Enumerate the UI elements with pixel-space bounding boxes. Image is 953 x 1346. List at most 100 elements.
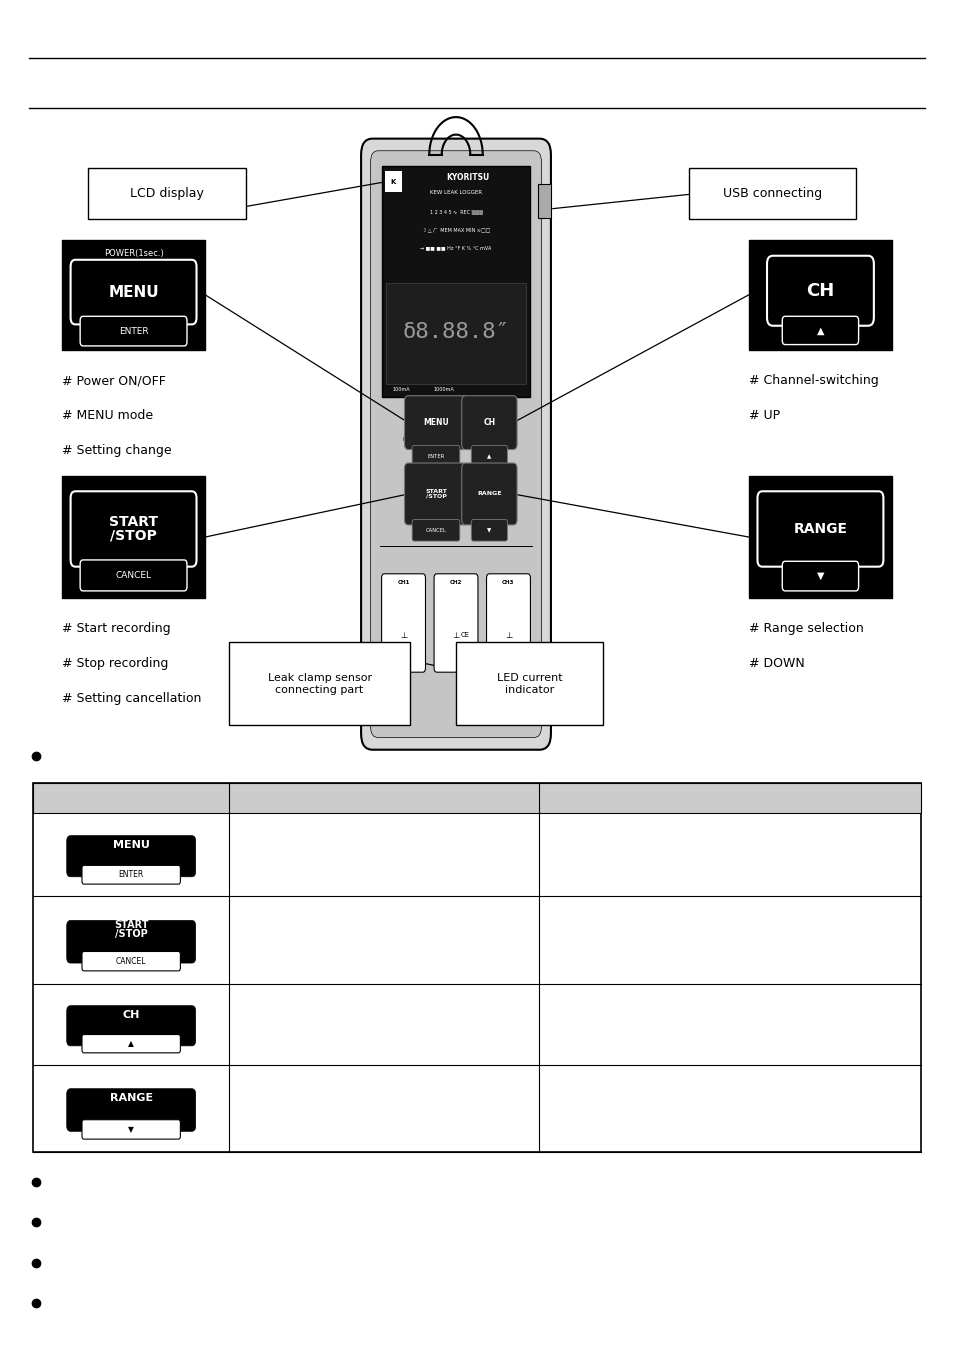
FancyBboxPatch shape — [229, 642, 410, 725]
FancyBboxPatch shape — [412, 520, 459, 541]
Text: # UP: # UP — [748, 409, 780, 423]
Text: CH: CH — [805, 281, 834, 300]
Bar — [748, 476, 891, 598]
Text: 1 2 3 4 5 ∿  REC ▒▒▒: 1 2 3 4 5 ∿ REC ▒▒▒ — [429, 210, 482, 215]
Text: CANCEL: CANCEL — [116, 957, 146, 965]
Text: 100mA: 100mA — [392, 386, 410, 392]
Text: LCD display: LCD display — [130, 187, 204, 201]
Text: ▲: ▲ — [128, 1039, 134, 1049]
Bar — [384, 171, 401, 192]
FancyBboxPatch shape — [80, 316, 187, 346]
Text: ▲: ▲ — [487, 455, 491, 459]
Bar — [33, 783, 920, 1152]
FancyBboxPatch shape — [486, 573, 530, 672]
FancyBboxPatch shape — [88, 168, 246, 219]
Text: # Setting cancellation: # Setting cancellation — [62, 692, 201, 705]
FancyBboxPatch shape — [461, 396, 517, 450]
Text: RANGE: RANGE — [793, 522, 846, 536]
Text: ENTER: ENTER — [118, 871, 144, 879]
FancyBboxPatch shape — [381, 573, 425, 672]
Bar — [537, 184, 551, 218]
Text: START
/STOP: START /STOP — [425, 489, 446, 499]
Text: LONG BATT. LIFE: LONG BATT. LIFE — [430, 419, 481, 424]
Text: CH: CH — [122, 1010, 140, 1020]
Text: CH: CH — [483, 419, 495, 427]
Bar — [33, 783, 920, 813]
FancyBboxPatch shape — [766, 256, 873, 326]
Text: → ■■ ■■ Hz °F K % °C mVA: → ■■ ■■ Hz °F K % °C mVA — [420, 245, 491, 250]
Text: # Stop recording: # Stop recording — [62, 657, 169, 670]
FancyBboxPatch shape — [781, 561, 858, 591]
FancyBboxPatch shape — [67, 1089, 195, 1131]
Text: 1000mA: 1000mA — [434, 386, 454, 392]
Text: # Channel-switching: # Channel-switching — [748, 374, 878, 388]
FancyBboxPatch shape — [434, 573, 477, 672]
Text: POWER(1sec.): POWER(1sec.) — [104, 249, 163, 257]
Text: ▲: ▲ — [816, 326, 823, 335]
Text: Leak clamp sensor
connecting part: Leak clamp sensor connecting part — [267, 673, 372, 695]
Bar — [748, 240, 891, 350]
Text: CANCEL: CANCEL — [115, 571, 152, 580]
Text: ☽ △ /‾  MEM MAX MIN ≈□□: ☽ △ /‾ MEM MAX MIN ≈□□ — [421, 227, 490, 233]
Text: USB connecting: USB connecting — [722, 187, 821, 201]
Text: MENU: MENU — [108, 284, 159, 300]
Bar — [62, 240, 205, 350]
Text: CE: CE — [460, 633, 470, 638]
FancyBboxPatch shape — [471, 520, 507, 541]
FancyBboxPatch shape — [456, 642, 602, 725]
Text: CH1: CH1 — [397, 580, 409, 586]
Text: RANGE: RANGE — [476, 491, 501, 497]
Bar — [381, 166, 529, 397]
Text: # Start recording: # Start recording — [62, 622, 171, 635]
Text: START
/STOP: START /STOP — [113, 919, 149, 940]
Text: ENTER: ENTER — [118, 327, 149, 335]
FancyBboxPatch shape — [461, 463, 517, 525]
Bar — [385, 283, 525, 384]
Text: POWER(1sec.): POWER(1sec.) — [402, 437, 436, 443]
FancyBboxPatch shape — [404, 396, 467, 450]
FancyBboxPatch shape — [67, 836, 195, 876]
Text: # Setting entry: # Setting entry — [62, 479, 158, 493]
Text: ⊥: ⊥ — [399, 631, 407, 639]
Text: δ8.88.8″: δ8.88.8″ — [402, 323, 509, 342]
Text: KEW LEAK LOGGER: KEW LEAK LOGGER — [430, 190, 481, 195]
Text: # Setting change: # Setting change — [62, 444, 172, 458]
FancyBboxPatch shape — [82, 952, 180, 970]
Text: MENU: MENU — [423, 419, 448, 427]
Text: MENU: MENU — [112, 840, 150, 849]
FancyBboxPatch shape — [71, 491, 196, 567]
FancyBboxPatch shape — [67, 921, 195, 964]
Text: CH2: CH2 — [450, 580, 461, 586]
Text: K: K — [391, 179, 395, 184]
Text: KYORITSU: KYORITSU — [446, 174, 489, 182]
FancyBboxPatch shape — [781, 316, 858, 345]
FancyBboxPatch shape — [360, 139, 550, 750]
Text: CH3: CH3 — [501, 580, 515, 586]
Text: ENTER: ENTER — [427, 455, 444, 459]
Text: ⊥: ⊥ — [452, 631, 459, 639]
Text: ⊥: ⊥ — [504, 631, 512, 639]
FancyBboxPatch shape — [71, 260, 196, 324]
Bar — [62, 476, 205, 598]
FancyBboxPatch shape — [471, 446, 507, 468]
FancyBboxPatch shape — [757, 491, 882, 567]
Text: CANCEL: CANCEL — [425, 528, 446, 533]
Text: ▼: ▼ — [128, 1125, 134, 1133]
Text: # DOWN: # DOWN — [748, 657, 803, 670]
Text: START
/STOP: START /STOP — [109, 516, 158, 542]
FancyBboxPatch shape — [67, 1005, 195, 1046]
Text: # Power ON/OFF: # Power ON/OFF — [62, 374, 166, 388]
Text: RANGE: RANGE — [110, 1093, 152, 1102]
Text: ▼: ▼ — [816, 571, 823, 581]
FancyBboxPatch shape — [80, 560, 187, 591]
Text: # MENU mode: # MENU mode — [62, 409, 153, 423]
FancyBboxPatch shape — [82, 1035, 180, 1053]
FancyBboxPatch shape — [370, 151, 540, 738]
FancyBboxPatch shape — [412, 446, 459, 468]
Text: # Range selection: # Range selection — [748, 622, 862, 635]
FancyBboxPatch shape — [688, 168, 856, 219]
Text: LED current
indicator: LED current indicator — [497, 673, 561, 695]
Text: ▼: ▼ — [487, 528, 491, 533]
FancyBboxPatch shape — [82, 865, 180, 884]
FancyBboxPatch shape — [82, 1120, 180, 1139]
